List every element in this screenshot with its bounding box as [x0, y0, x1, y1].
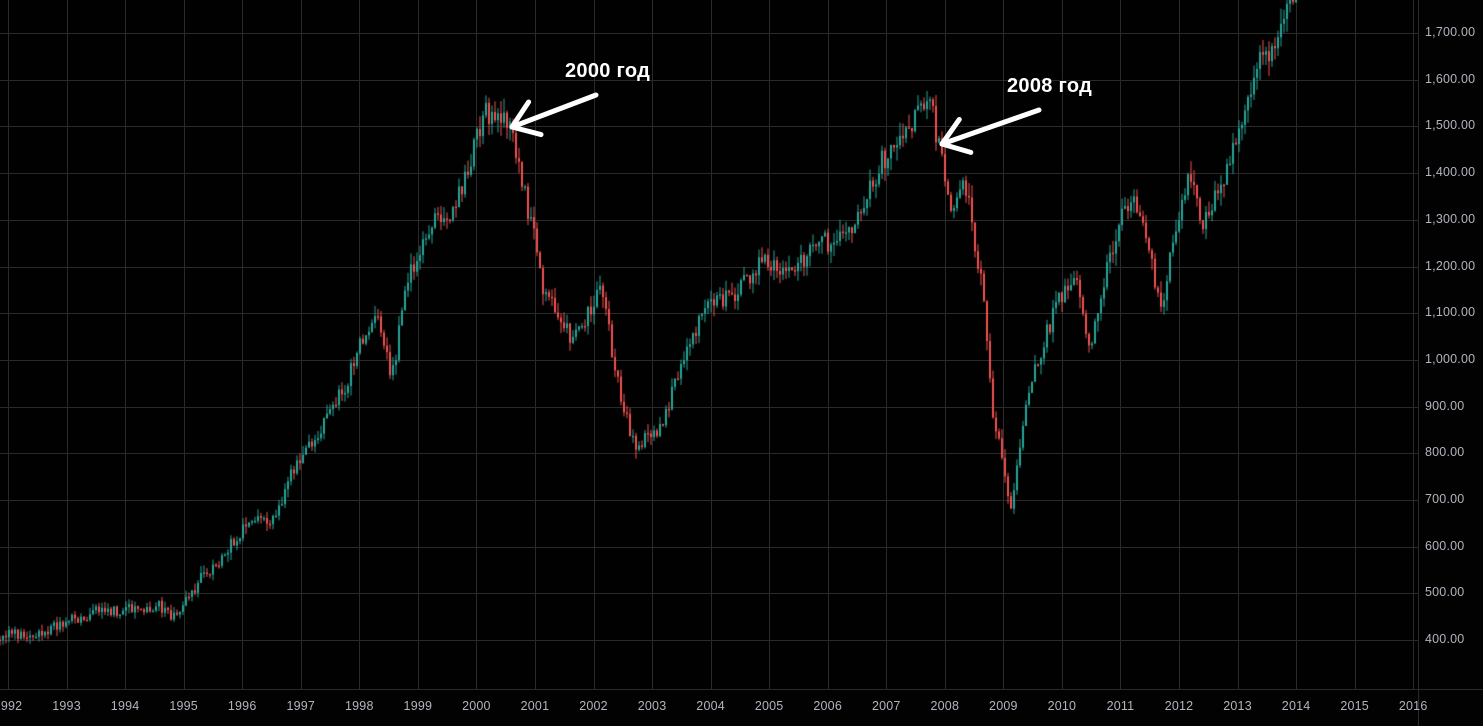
price-tick-label: 1,500.00 [1425, 118, 1476, 133]
price-tick-label: 900.00 [1425, 398, 1465, 413]
time-tick-label: 2007 [871, 699, 901, 713]
time-tick-label: 1998 [344, 699, 374, 713]
time-tick-label: 2011 [1106, 699, 1135, 713]
time-tick-label: 2012 [1164, 699, 1194, 713]
time-tick-label: 2014 [1281, 699, 1311, 713]
time-tick-label: 2008 [930, 699, 960, 713]
price-tick-label: 1,700.00 [1425, 25, 1476, 39]
time-tick-label: 2005 [754, 699, 784, 713]
time-tick-label: 1999 [403, 699, 433, 713]
annotation-arrow-peak-2000 [509, 92, 599, 138]
time-tick-label: 2015 [1340, 699, 1369, 713]
time-tick-label: 2004 [696, 699, 725, 713]
time-tick-label: 2001 [520, 699, 550, 713]
time-tick-label: 1992 [0, 699, 23, 713]
price-tick-label: 1,100.00 [1425, 305, 1476, 320]
price-tick-label: 700.00 [1425, 492, 1465, 506]
annotation-layer [509, 92, 1042, 155]
time-tick-label: 2013 [1223, 699, 1252, 713]
time-tick-label: 1995 [169, 699, 198, 713]
time-tick-label: 2009 [989, 699, 1018, 713]
time-tick-label: 1993 [52, 699, 81, 713]
time-tick-label: 1997 [286, 699, 316, 713]
annotation-label-peak-2000: 2000 год [565, 60, 651, 82]
annotation-label-peak-2008: 2008 год [1007, 75, 1093, 97]
price-tick-label: 600.00 [1425, 538, 1465, 553]
price-tick-label: 500.00 [1425, 585, 1465, 600]
price-tick-label: 1,600.00 [1425, 71, 1476, 86]
price-scale[interactable]: 1,700.00 1,600.00 1,500.00 1,400.00 1,300.00… [1418, 0, 1483, 689]
time-scale[interactable]: 1992 1993 1994 1995 1996 1997 1998 1999 2000 2001… [0, 689, 1483, 726]
price-tick-label: 1,400.00 [1425, 165, 1476, 180]
price-tick-label: 1,000.00 [1425, 351, 1476, 366]
scale-corner [1418, 690, 1483, 726]
ohlc-bars-canvas [0, 0, 1418, 689]
time-tick-label: 2002 [579, 699, 608, 713]
time-tick-label: 2006 [813, 699, 842, 713]
time-tick-label: 2000 [462, 699, 491, 713]
time-tick-label: 2016 [1398, 699, 1428, 713]
price-tick-label: 800.00 [1425, 445, 1465, 460]
time-tick-label: 2003 [637, 699, 667, 713]
chart-plot-area[interactable]: 2000 год 2008 год [0, 0, 1418, 689]
price-tick-label: 400.00 [1425, 632, 1465, 647]
price-series [0, 0, 1418, 689]
time-tick-label: 2010 [1047, 699, 1077, 713]
time-tick-label: 1994 [110, 699, 140, 713]
time-tick-label: 1996 [227, 699, 257, 713]
annotation-arrow-peak-2008 [939, 107, 1042, 155]
price-tick-label: 1,200.00 [1425, 258, 1476, 273]
price-tick-label: 1,300.00 [1425, 211, 1476, 226]
